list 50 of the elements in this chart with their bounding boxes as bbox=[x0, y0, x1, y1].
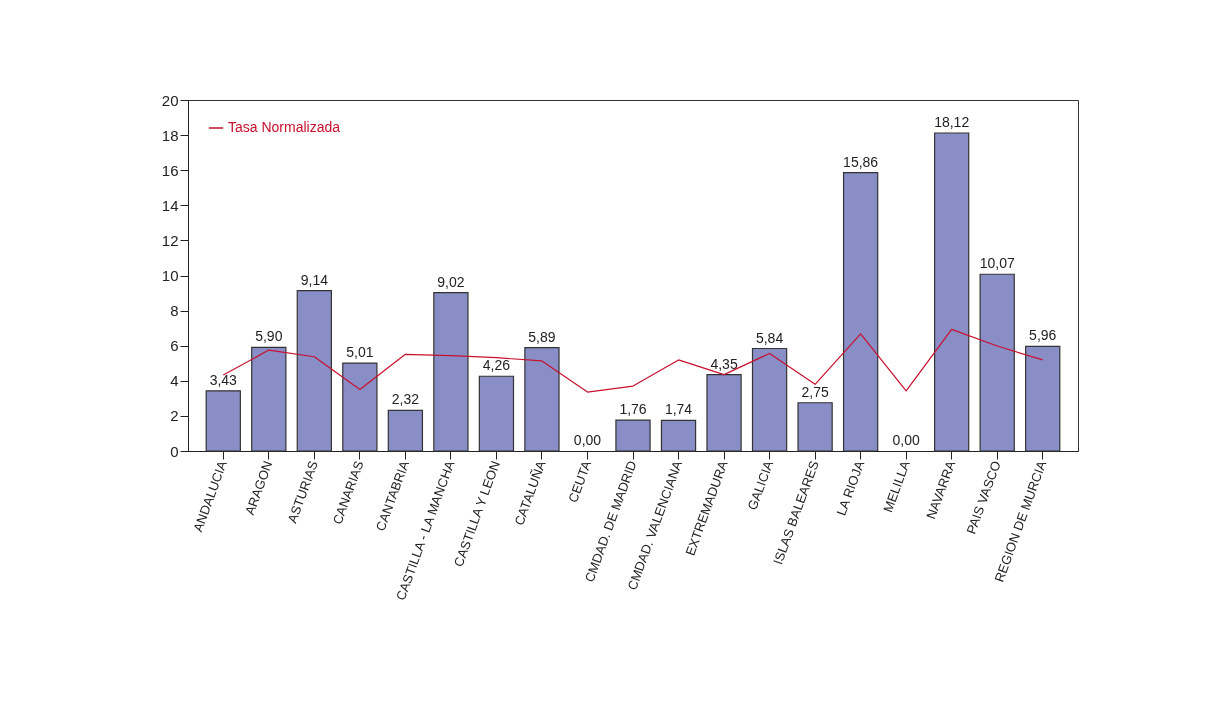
bar bbox=[387, 409, 424, 452]
data-label: 4,35 bbox=[710, 355, 738, 372]
y-tick-label: 8 bbox=[170, 302, 179, 320]
bar bbox=[751, 347, 788, 452]
bar bbox=[296, 289, 332, 452]
data-label: 18,12 bbox=[934, 113, 970, 130]
data-label: 9,14 bbox=[300, 271, 329, 288]
data-label: 2,75 bbox=[801, 383, 829, 400]
bar bbox=[524, 347, 560, 452]
bar bbox=[205, 390, 241, 452]
data-label: 0,00 bbox=[573, 432, 602, 448]
y-tick-label: 6 bbox=[170, 337, 179, 355]
bar bbox=[251, 346, 287, 452]
bar bbox=[797, 402, 833, 452]
y-tick-label: 16 bbox=[161, 161, 179, 179]
y-tick-label: 18 bbox=[161, 126, 179, 144]
data-label: 5,84 bbox=[755, 329, 784, 346]
data-label: 5,01 bbox=[346, 344, 374, 361]
bar bbox=[615, 419, 651, 452]
x-tick-label: CEUTA bbox=[565, 458, 595, 505]
bar bbox=[433, 292, 469, 452]
data-label: 10,07 bbox=[979, 255, 1015, 272]
data-label: 5,96 bbox=[1029, 327, 1057, 344]
y-tick-label: 4 bbox=[170, 372, 179, 390]
x-tick-label: LA RIOJA bbox=[833, 458, 868, 518]
data-label: 3,43 bbox=[209, 371, 238, 388]
data-label: 5,89 bbox=[528, 328, 556, 345]
data-label: 1,74 bbox=[664, 401, 693, 418]
bar bbox=[934, 132, 970, 452]
data-label: 1,76 bbox=[619, 401, 647, 418]
y-tick-label: 12 bbox=[161, 231, 179, 249]
y-tick-label: 0 bbox=[170, 442, 179, 460]
bar bbox=[842, 172, 879, 452]
bar bbox=[1025, 345, 1061, 452]
data-label: 9,02 bbox=[437, 273, 465, 290]
bar bbox=[478, 375, 515, 452]
y-tick-label: 10 bbox=[161, 267, 179, 284]
y-tick-label: 2 bbox=[170, 407, 179, 425]
data-label: 5,90 bbox=[255, 328, 283, 345]
legend-label: Tasa Normalizada bbox=[228, 119, 341, 135]
y-tick-label: 14 bbox=[161, 196, 179, 214]
bar bbox=[706, 374, 742, 452]
data-label: 4,26 bbox=[482, 357, 511, 374]
bar bbox=[660, 419, 697, 452]
data-label: 0,00 bbox=[892, 432, 920, 448]
bar bbox=[979, 273, 1015, 452]
bar bbox=[342, 362, 378, 452]
y-tick-label: 20 bbox=[161, 91, 179, 109]
data-label: 2,32 bbox=[391, 391, 420, 408]
data-label: 15,86 bbox=[843, 153, 879, 170]
